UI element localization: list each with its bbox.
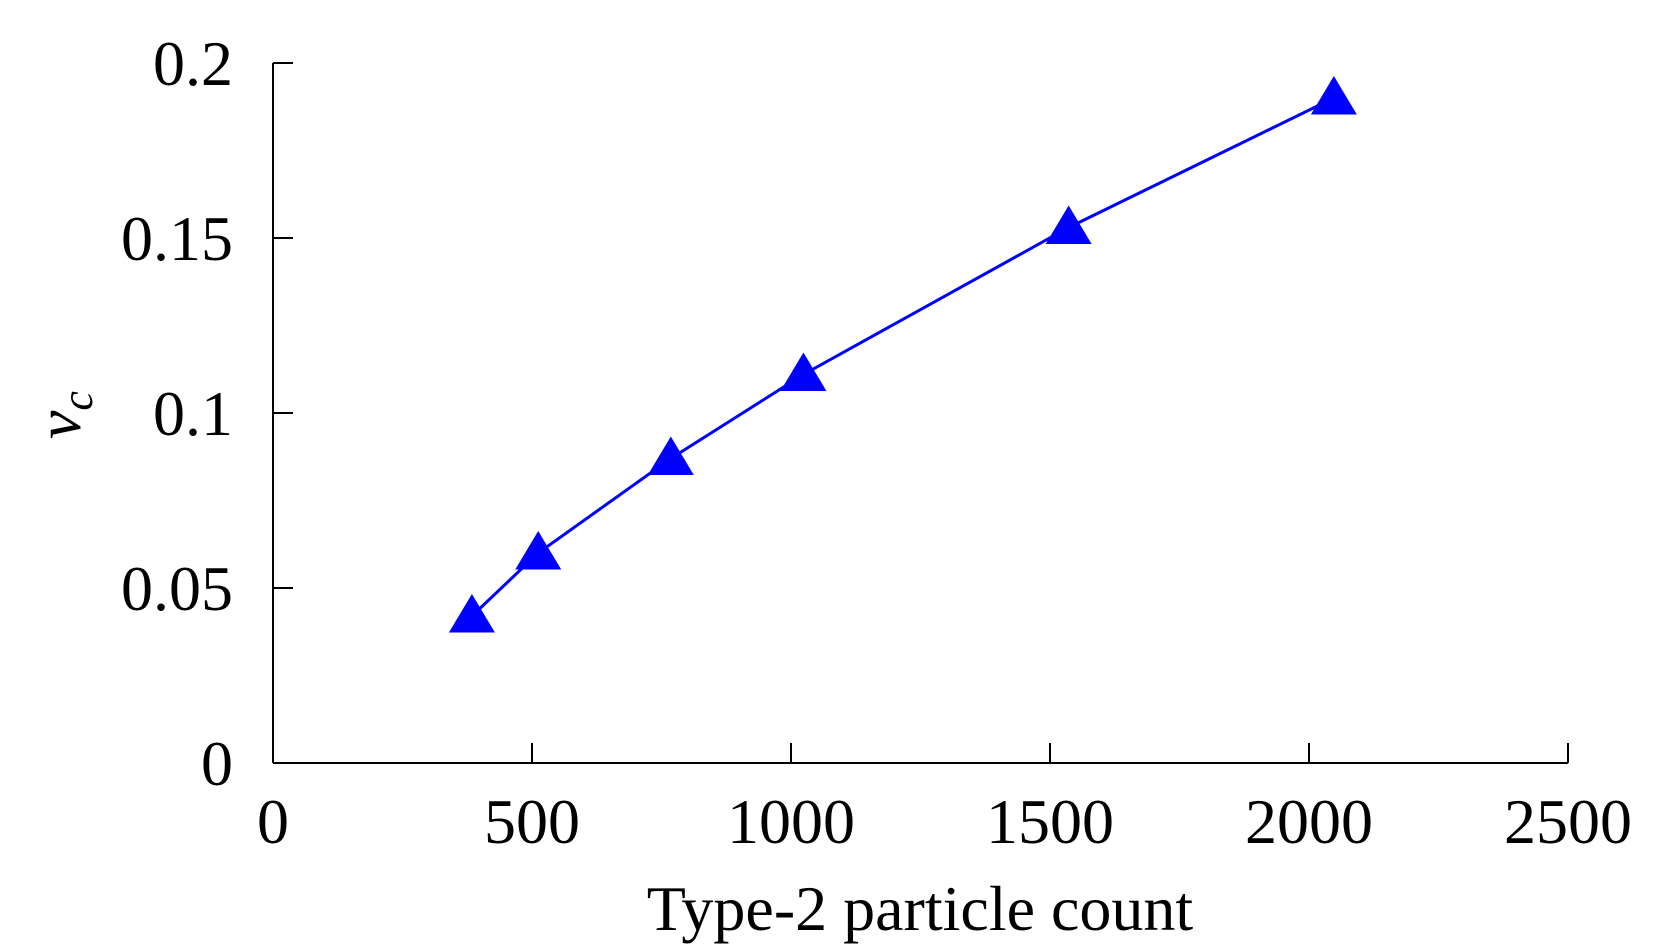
series-line — [470, 96, 1335, 618]
y-tick-label: 0 — [201, 728, 233, 799]
x-axis-label: Type-2 particle count — [647, 873, 1194, 944]
marker — [1310, 76, 1357, 115]
y-axis-label: vc — [23, 391, 102, 439]
x-tick-label: 500 — [484, 786, 580, 857]
x-tick-label: 2000 — [1245, 786, 1373, 857]
y-axis-label-group: vc — [23, 391, 102, 439]
marker — [515, 531, 562, 570]
y-tick-label: 0.1 — [153, 378, 233, 449]
marker — [1045, 205, 1092, 244]
marker — [647, 436, 694, 475]
marker — [780, 352, 827, 391]
marker — [448, 594, 495, 633]
y-axis-label-main: v — [23, 410, 94, 439]
y-tick-label: 0.15 — [121, 203, 233, 274]
y-axis-label-sub: c — [53, 391, 102, 411]
x-tick-label: 0 — [257, 786, 289, 857]
x-tick-label: 1000 — [727, 786, 855, 857]
x-tick-label: 1500 — [986, 786, 1114, 857]
y-tick-label: 0.05 — [121, 553, 233, 624]
x-tick-label: 2500 — [1504, 786, 1632, 857]
y-tick-label: 0.2 — [153, 28, 233, 99]
